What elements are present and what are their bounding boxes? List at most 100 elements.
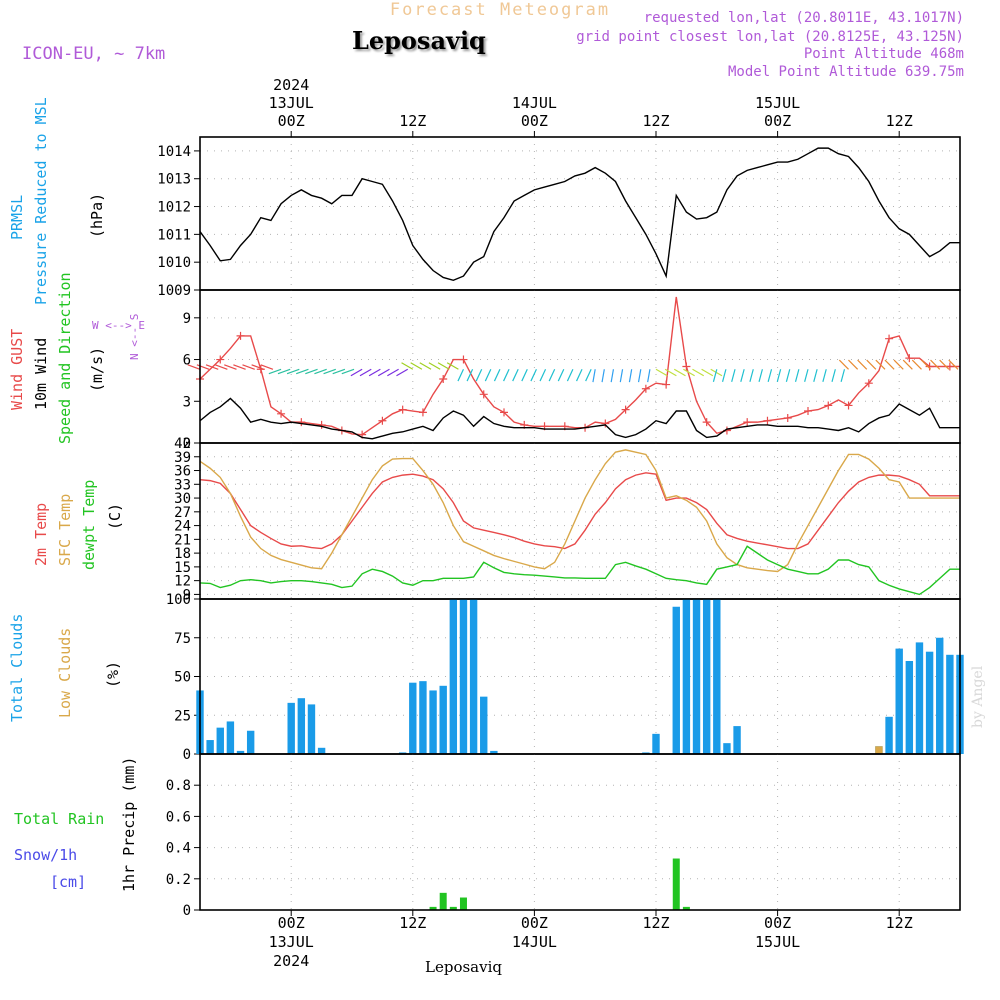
- bar-total_clouds: [236, 750, 245, 754]
- wind-arrow: [911, 359, 922, 370]
- gust-point: [479, 390, 488, 399]
- wind-arrow: [437, 362, 450, 370]
- y-tick-label: 36: [174, 464, 191, 480]
- time-axis-top-label: 00Z: [764, 112, 792, 130]
- gust-point: [277, 409, 286, 418]
- model-altitude: Model Point Altitude 639.75m: [727, 64, 964, 80]
- y-tick-label: 9: [183, 311, 191, 327]
- wind-arrow: [224, 364, 237, 370]
- wind-arrow: [857, 359, 868, 370]
- wind-arrow: [655, 368, 668, 377]
- panel-frame-precip: [199, 753, 961, 911]
- gust-point: [418, 408, 427, 417]
- time-axis-bottom-label: 15JUL: [755, 933, 801, 951]
- wind-arrow: [493, 369, 501, 382]
- bar-total_clouds: [885, 716, 893, 754]
- y-tick-label: 1014: [157, 144, 191, 160]
- gust-point: [601, 419, 610, 428]
- time-axis-top-label: 12Z: [885, 112, 913, 130]
- wind-arrow: [457, 369, 465, 382]
- bar-total_clouds: [915, 642, 924, 754]
- wind-arrow: [314, 368, 327, 375]
- gust-point: [743, 418, 752, 427]
- y-tick-label: 21: [174, 532, 191, 548]
- bar-total_clouds: [419, 681, 427, 754]
- bar-low_clouds: [875, 746, 883, 754]
- bar-total_clouds: [206, 740, 214, 754]
- wind-arrow: [840, 369, 846, 382]
- wind-arrow: [585, 369, 592, 382]
- wind-arrow: [341, 368, 355, 375]
- wind-arrow: [848, 359, 859, 370]
- wind-arrow: [205, 364, 219, 370]
- y-tick-label: 30: [174, 491, 191, 507]
- wind-arrow: [637, 369, 642, 383]
- wind-arrow: [286, 368, 300, 375]
- gust-point: [844, 401, 853, 410]
- y-tick-label: 0: [183, 747, 191, 763]
- y-tick-label: 1009: [157, 283, 191, 299]
- bar-rain: [459, 897, 467, 910]
- time-axis-bottom-label: 2024: [273, 952, 310, 970]
- bar-total_clouds: [682, 599, 691, 754]
- time-axis-bottom-label: 14JUL: [511, 933, 557, 951]
- wind-arrow: [575, 369, 583, 382]
- wind-arrow: [475, 369, 483, 382]
- series-t2m: [199, 472, 960, 550]
- bar-total_clouds: [692, 599, 701, 754]
- time-axis-top-label: 12Z: [399, 112, 427, 130]
- y-tick-label: 12: [174, 574, 191, 590]
- time-axis-bottom-label: 12Z: [399, 914, 427, 932]
- wind-arrow: [804, 369, 809, 382]
- gust-point: [378, 416, 387, 425]
- y-tick-label: 1012: [157, 200, 191, 216]
- wind-arrow: [350, 368, 363, 377]
- wind-arrow: [359, 368, 372, 377]
- wind-arrow: [776, 369, 782, 382]
- wind-arrow: [332, 368, 346, 375]
- y-tick-label: 27: [174, 505, 191, 521]
- y-tick-label: 24: [174, 519, 191, 535]
- wind-arrow: [277, 368, 291, 375]
- gust-point: [662, 380, 671, 389]
- wind-arrow: [251, 364, 265, 370]
- y-tick-label: 39: [174, 450, 191, 466]
- gust-point: [925, 362, 934, 371]
- bar-total_clouds: [895, 648, 903, 754]
- wind-arrow: [539, 369, 547, 382]
- wind-arrow: [731, 369, 736, 382]
- y-tick-label: 100: [166, 592, 191, 608]
- series-dewpt: [199, 545, 960, 596]
- bar-total_clouds: [459, 599, 468, 754]
- y-tick-label: 3: [183, 394, 191, 410]
- gust-point: [236, 331, 245, 340]
- gust-point: [804, 407, 812, 416]
- bar-total_clouds: [702, 599, 711, 754]
- bar-total_clouds: [936, 637, 944, 754]
- wind-arrow: [712, 369, 718, 382]
- y-tick-label: 9: [183, 587, 191, 603]
- y-tick-label: 18: [174, 546, 191, 562]
- wind-arrow: [610, 369, 615, 383]
- gust-point: [641, 384, 650, 393]
- wind-arrow: [592, 369, 596, 383]
- series-gust: [199, 296, 960, 436]
- wind-arrow: [214, 364, 228, 370]
- wind-arrow: [233, 364, 246, 370]
- y-tick-label: 42: [174, 436, 191, 452]
- gust-point: [864, 379, 873, 388]
- wind-arrow: [647, 369, 651, 383]
- gust-point: [459, 355, 468, 364]
- wind-arrow: [673, 368, 686, 377]
- time-axis-top-label: 00Z: [277, 112, 305, 130]
- bar-rain: [682, 906, 690, 910]
- time-axis-top-label: 15JUL: [755, 94, 801, 112]
- snow-label: Snow/1h: [14, 846, 78, 864]
- y-tick-label: 75: [174, 631, 191, 647]
- y-tick-label: 15: [174, 560, 191, 576]
- wind-arrow: [196, 364, 210, 370]
- bar-total_clouds: [925, 651, 934, 754]
- wind-arrow: [428, 362, 441, 370]
